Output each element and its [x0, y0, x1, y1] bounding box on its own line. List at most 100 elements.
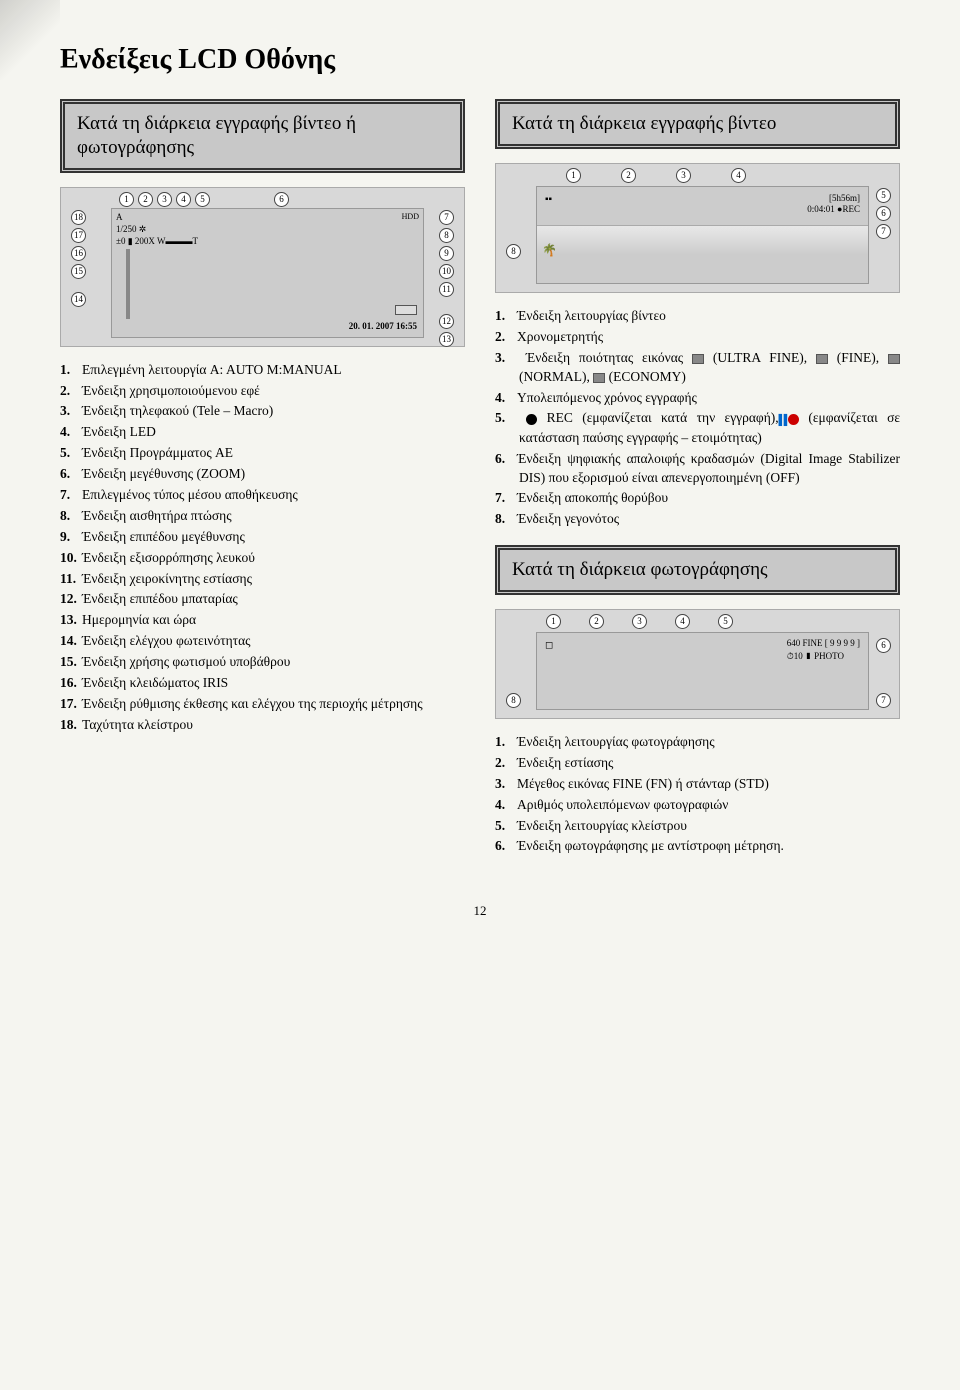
legend-item: Ένδειξη εστίασης	[495, 754, 900, 773]
legend-item: Ένδειξη χρήσης φωτισμού υποβάθρου	[60, 653, 465, 672]
legend-item: Ένδειξη τηλεφακού (Tele – Macro)	[60, 402, 465, 421]
diagram2-top-callouts: 1 2 3 4	[566, 168, 746, 183]
callout-3: 3	[157, 192, 172, 207]
quality-icon	[692, 354, 704, 364]
legend-item: Ένδειξη Προγράμματος AE	[60, 444, 465, 463]
legend-item: Ένδειξη ελέγχου φωτεινότητας	[60, 632, 465, 651]
legend-item: Ένδειξη χρησιμοποιούμενου εφέ	[60, 382, 465, 401]
callout-18: 18	[71, 210, 86, 225]
lcd-screen-area: A 1/250 ✲ ±0 ▮ 200X W▬▬▬T HDD 20. 01. 20…	[111, 208, 424, 338]
lcd-diagram-photo: 1 2 3 4 5 6 7 8 ◻ 640 FINE [ 9 9 9 9 ] ⏱…	[495, 609, 900, 719]
callout-p1: 1	[546, 614, 561, 629]
callout-p7: 7	[876, 693, 891, 708]
callout-v6: 6	[876, 206, 891, 221]
counter: 0:04:01	[807, 204, 835, 214]
callout-v8: 8	[506, 244, 521, 259]
battery-icon	[395, 305, 417, 315]
photo-legend-list: Ένδειξη λειτουργίας φωτογράφησης Ένδειξη…	[495, 733, 900, 856]
legend-item: Ταχύτητα κλείστρου	[60, 716, 465, 735]
callout-v3: 3	[676, 168, 691, 183]
diagram3-top-callouts: 1 2 3 4 5	[546, 614, 733, 629]
two-column-layout: Κατά τη διάρκεια εγγραφής βίντεο ή φωτογ…	[60, 99, 900, 872]
legend-text: Ένδειξη ποιότητας εικόνας (ULTRA FINE), …	[519, 350, 900, 384]
palm-icon: 🌴	[542, 242, 557, 259]
callout-p2: 2	[589, 614, 604, 629]
lcd-mode-row: A	[116, 211, 123, 224]
quality-icon	[593, 373, 605, 383]
rec-label: ●REC	[837, 204, 860, 214]
callout-5: 5	[195, 192, 210, 207]
callout-p5: 5	[718, 614, 733, 629]
legend-text: REC (εμφανίζεται κατά την εγγραφή), (εμφ…	[519, 410, 900, 444]
callout-v7: 7	[876, 224, 891, 239]
legend-item: Ένδειξη LED	[60, 423, 465, 442]
legend-item: REC (εμφανίζεται κατά την εγγραφή), (εμφ…	[495, 409, 900, 447]
legend-item: Ένδειξη ψηφιακής απαλοιφής κραδασμών (Di…	[495, 450, 900, 488]
photo-mode-icon: ◻	[545, 639, 553, 653]
legend-item: Επιλεγμένος τύπος μέσου αποθήκευσης	[60, 486, 465, 505]
legend-item: Ένδειξη μεγέθυνσης (ZOOM)	[60, 465, 465, 484]
legend-item: Χρονομετρητής	[495, 328, 900, 347]
photo-timer-info: ⏱10 ▮ PHOTO	[787, 651, 844, 661]
callout-13: 13	[439, 332, 454, 347]
photo-section-box: Κατά τη διάρκεια φωτογράφησης	[495, 545, 900, 595]
callout-11: 11	[439, 282, 454, 297]
callout-7: 7	[439, 210, 454, 225]
right-column: Κατά τη διάρκεια εγγραφής βίντεο 1 2 3 4…	[495, 99, 900, 872]
callout-9: 9	[439, 246, 454, 261]
photo-size-info: 640 FINE [ 9 9 9 9 ]	[787, 638, 860, 648]
legend-item: Ένδειξη φωτογράφησης με αντίστροφη μέτρη…	[495, 837, 900, 856]
left-legend-list: Επιλεγμένη λειτουργία A: AUTO M:MANUAL Έ…	[60, 361, 465, 735]
lcd-shutter-row: 1/250 ✲	[116, 223, 146, 236]
legend-item: Ένδειξη λειτουργίας βίντεο	[495, 307, 900, 326]
legend-item: Ένδειξη γεγονότος	[495, 510, 900, 529]
callout-15: 15	[71, 264, 86, 279]
legend-item: Ένδειξη κλειδώματος IRIS	[60, 674, 465, 693]
callout-12: 12	[439, 314, 454, 329]
callout-p6: 6	[876, 638, 891, 653]
callout-v2: 2	[621, 168, 636, 183]
legend-item: Ένδειξη λειτουργίας κλείστρου	[495, 817, 900, 836]
photo-info: 640 FINE [ 9 9 9 9 ] ⏱10 ▮ PHOTO	[787, 637, 860, 662]
left-column: Κατά τη διάρκεια εγγραφής βίντεο ή φωτογ…	[60, 99, 465, 872]
legend-item: Ένδειξη εξισορρόπησης λευκού	[60, 549, 465, 568]
callout-17: 17	[71, 228, 86, 243]
lcd-diagram-recording: 1 2 3 4 5 6 18 17 16 15 14 7 8 9 10 11 1…	[60, 187, 465, 347]
video-time-info: [5h56m] 0:04:01 ●REC	[807, 193, 860, 215]
brightness-bar	[126, 249, 130, 319]
lcd-video-screen: ▪▪ [5h56m] 0:04:01 ●REC	[536, 186, 869, 284]
page-number: 12	[60, 902, 900, 920]
video-legend-list: Ένδειξη λειτουργίας βίντεο Χρονομετρητής…	[495, 307, 900, 529]
legend-item: Ημερομηνία και ώρα	[60, 611, 465, 630]
callout-p4: 4	[675, 614, 690, 629]
diagram1-left-callouts: 18 17 16 15 14	[71, 210, 86, 307]
hdd-label: HDD	[402, 211, 419, 222]
left-section-box: Κατά τη διάρκεια εγγραφής βίντεο ή φωτογ…	[60, 99, 465, 173]
quality-icon	[816, 354, 828, 364]
callout-8: 8	[439, 228, 454, 243]
callout-4: 4	[176, 192, 191, 207]
legend-item: Ένδειξη επιπέδου μπαταρίας	[60, 590, 465, 609]
lcd-photo-screen: ◻ 640 FINE [ 9 9 9 9 ] ⏱10 ▮ PHOTO	[536, 632, 869, 710]
legend-item: Ένδειξη αισθητήρα πτώσης	[60, 507, 465, 526]
wave-graphic	[537, 225, 868, 255]
lcd-diagram-video: 1 2 3 4 5 6 7 8 ▪▪ [5h56m] 0:04:01 ●REC …	[495, 163, 900, 293]
callout-6: 6	[274, 192, 289, 207]
video-section-box: Κατά τη διάρκεια εγγραφής βίντεο	[495, 99, 900, 149]
legend-item: Επιλεγμένη λειτουργία A: AUTO M:MANUAL	[60, 361, 465, 380]
callout-p3: 3	[632, 614, 647, 629]
rec-dot-red-icon	[788, 414, 799, 425]
callout-p8: 8	[506, 693, 521, 708]
lcd-datetime: 20. 01. 2007 16:55	[349, 320, 417, 333]
legend-item: Ένδειξη επιπέδου μεγέθυνσης	[60, 528, 465, 547]
legend-item: Υπολειπόμενος χρόνος εγγραφής	[495, 389, 900, 408]
rec-dot-icon	[526, 414, 537, 425]
legend-item: Ένδειξη ρύθμισης έκθεσης και ελέγχου της…	[60, 695, 465, 714]
diagram1-top-callouts: 1 2 3 4 5 6	[119, 192, 289, 207]
callout-2: 2	[138, 192, 153, 207]
legend-item: Ένδειξη λειτουργίας φωτογράφησης	[495, 733, 900, 752]
callout-1: 1	[119, 192, 134, 207]
video-mode-icon: ▪▪	[545, 193, 552, 207]
callout-16: 16	[71, 246, 86, 261]
callout-14: 14	[71, 292, 86, 307]
